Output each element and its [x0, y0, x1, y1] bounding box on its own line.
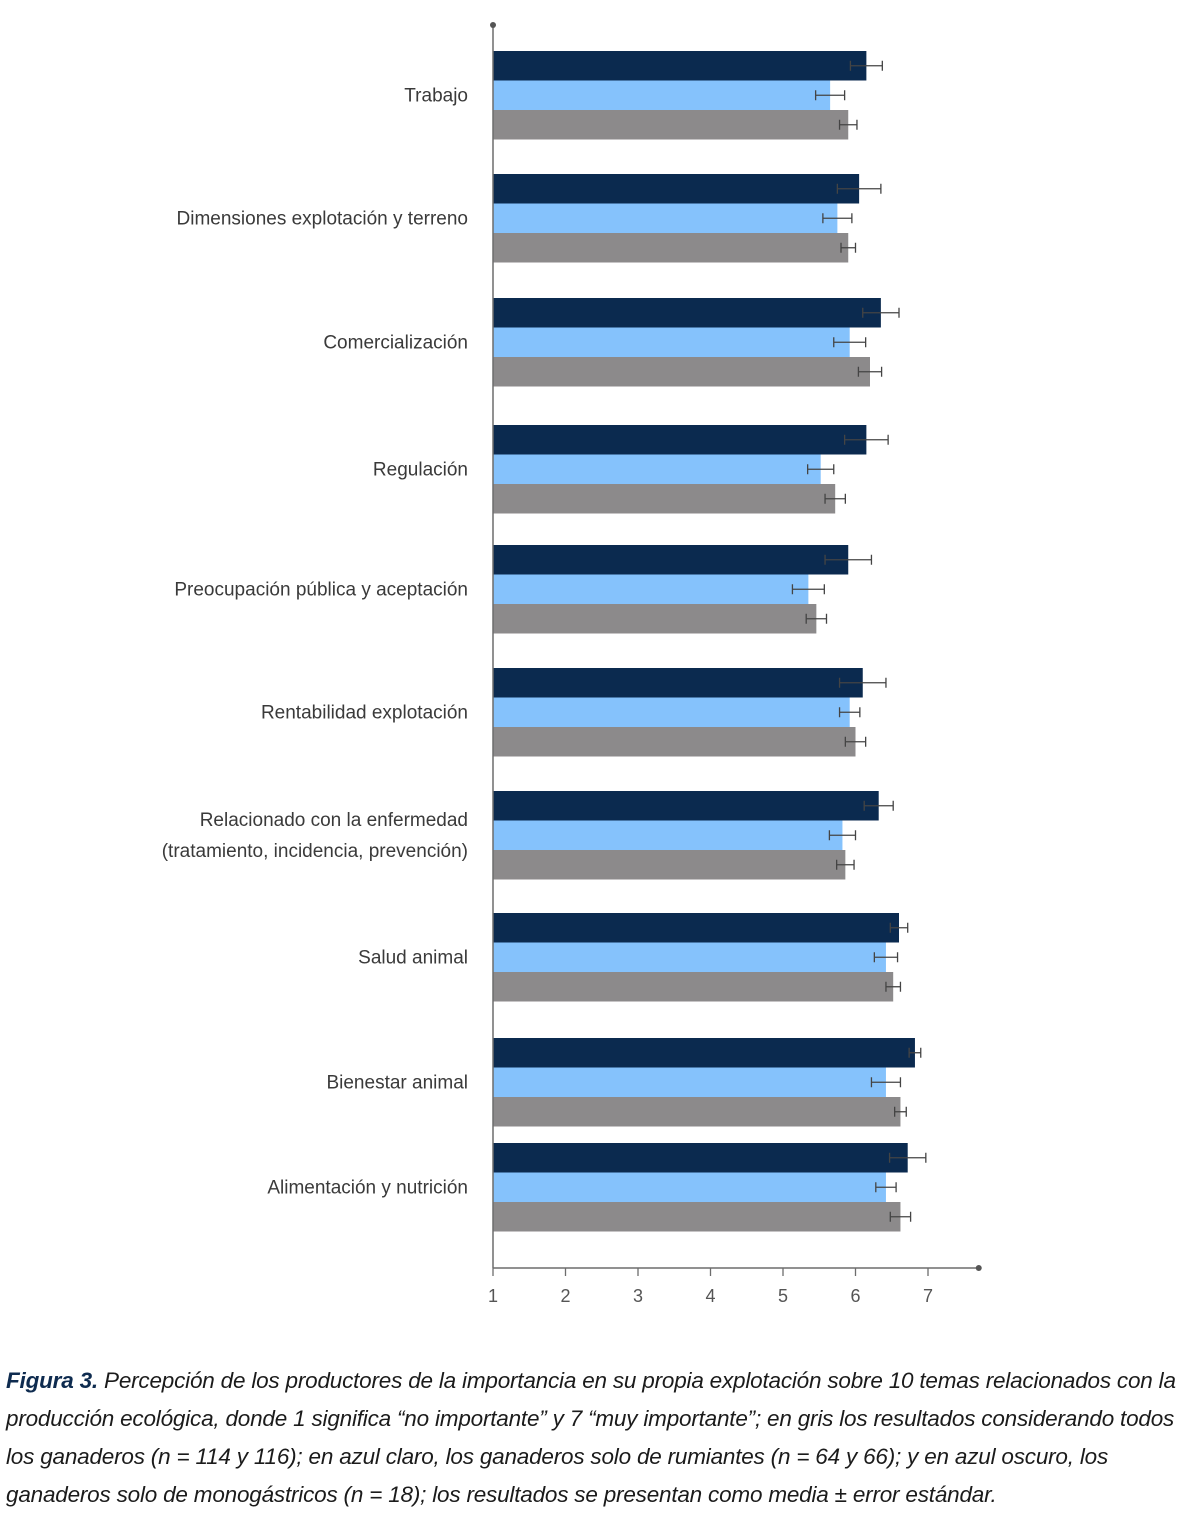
category-label: Trabajo [404, 85, 468, 106]
category-label: Regulación [373, 459, 468, 480]
bar [493, 1172, 886, 1202]
bar [493, 1038, 915, 1068]
x-tick-label: 3 [633, 1286, 643, 1306]
bar [493, 1143, 908, 1173]
bar [493, 233, 849, 263]
bar [493, 574, 809, 604]
bar [493, 80, 831, 110]
bar [493, 668, 863, 698]
bar [493, 174, 860, 204]
bar [493, 110, 849, 140]
bar [493, 357, 870, 387]
x-tick-label: 5 [778, 1286, 788, 1306]
x-axis-end-dot [975, 1265, 982, 1271]
bar [493, 1202, 901, 1232]
bar [493, 727, 856, 757]
bar [493, 298, 881, 328]
x-tick-label: 2 [560, 1286, 570, 1306]
category-label: Salud animal [358, 947, 468, 968]
bar [493, 913, 899, 943]
category-label: Relacionado con la enfermedad [200, 810, 468, 831]
bar [493, 850, 846, 880]
bar [493, 1097, 901, 1127]
x-tick-label: 1 [488, 1286, 498, 1306]
bar [493, 327, 850, 357]
category-label: Bienestar animal [326, 1072, 468, 1093]
category-label: Rentabilidad explotación [261, 702, 468, 723]
category-label: Comercialización [323, 332, 468, 353]
bar [493, 697, 850, 727]
category-label: Alimentación y nutrición [267, 1177, 468, 1198]
x-tick-label: 7 [923, 1286, 933, 1306]
bar [493, 942, 886, 972]
bar [493, 1067, 886, 1097]
x-tick-label: 6 [850, 1286, 860, 1306]
bar-chart-svg: Trabajo Dimensiones explotación y terreno… [162, 22, 982, 1306]
y-axis-end-dot [490, 22, 496, 28]
figure-label: Figura 3. [6, 1368, 98, 1393]
bar [493, 484, 836, 514]
bar [493, 791, 879, 821]
bar [493, 454, 821, 484]
bar [493, 604, 817, 634]
bar [493, 51, 867, 81]
x-tick-label: 4 [705, 1286, 715, 1306]
figure-caption: Figura 3. Percepción de los productores … [6, 1362, 1178, 1514]
category-label: Preocupación pública y aceptación [174, 579, 468, 600]
category-label: (tratamiento, incidencia, prevención) [162, 841, 468, 862]
bar [493, 972, 894, 1002]
bar [493, 425, 867, 455]
category-label: Dimensiones explotación y terreno [177, 208, 469, 229]
caption-text: Percepción de los productores de la impo… [6, 1368, 1176, 1507]
bar [493, 203, 838, 233]
bar [493, 820, 843, 850]
chart: Trabajo Dimensiones explotación y terreno… [162, 22, 982, 1306]
bar [493, 545, 849, 575]
